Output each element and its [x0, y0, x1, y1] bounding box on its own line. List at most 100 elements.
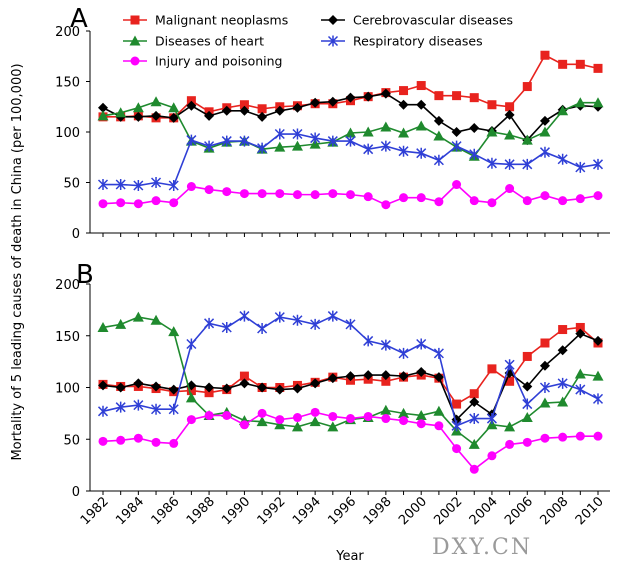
data-point — [346, 190, 355, 200]
panel-a-series-respiratory-diseases — [97, 128, 604, 192]
data-point — [415, 120, 427, 131]
data-point — [521, 412, 533, 423]
panel-a-y-tick-label: 200 — [55, 25, 80, 40]
panel-a-series — [97, 50, 604, 210]
data-point — [168, 112, 179, 123]
data-point — [469, 196, 479, 206]
legend-marker — [130, 56, 140, 66]
data-point — [309, 416, 321, 427]
legend-label: Malignant neoplasms — [155, 13, 288, 28]
data-point — [310, 378, 321, 389]
data-point — [328, 411, 338, 421]
data-point — [505, 102, 515, 112]
data-point — [433, 347, 444, 359]
data-point — [346, 414, 355, 424]
data-point — [380, 404, 392, 415]
data-point — [116, 198, 126, 208]
data-point — [504, 359, 515, 371]
data-point — [116, 435, 126, 445]
data-point — [133, 199, 143, 209]
data-point — [416, 81, 426, 91]
data-point — [539, 397, 551, 408]
data-point — [574, 368, 586, 379]
data-point — [540, 433, 550, 443]
data-point — [522, 381, 533, 392]
data-point — [274, 419, 286, 430]
panel-b-label: B — [76, 260, 94, 290]
data-point — [239, 310, 250, 322]
data-point — [204, 388, 214, 398]
data-point — [133, 378, 144, 389]
data-point — [504, 421, 516, 432]
legend: Malignant neoplasms Cerebrovascular disea… — [123, 13, 513, 69]
data-point — [487, 100, 497, 110]
data-point — [575, 384, 586, 396]
data-point — [221, 321, 232, 333]
data-point — [399, 193, 409, 203]
x-tick-label: 1984 — [113, 494, 147, 528]
data-point — [557, 377, 568, 389]
data-point — [151, 177, 162, 188]
data-point — [239, 105, 250, 116]
data-point — [452, 444, 462, 454]
data-point — [380, 140, 391, 152]
data-point — [310, 190, 320, 200]
data-point — [327, 310, 338, 322]
legend-item: Injury and poisoning — [123, 54, 282, 69]
data-point — [327, 135, 338, 147]
panel-b-y-tick-label: 100 — [55, 382, 80, 397]
legend-item: Cerebrovascular diseases — [321, 13, 513, 28]
data-point — [239, 371, 249, 381]
data-point — [452, 91, 462, 101]
data-point — [133, 180, 144, 192]
data-point — [381, 414, 391, 424]
data-point — [274, 128, 285, 140]
x-axis-title: Year — [335, 549, 364, 564]
data-point — [398, 347, 409, 359]
data-point — [434, 91, 444, 101]
data-point — [504, 109, 515, 120]
data-point — [151, 403, 162, 415]
data-point — [257, 323, 268, 335]
legend-item: Respiratory diseases — [321, 34, 483, 49]
data-point — [575, 328, 586, 339]
panel-a-y-tick-label: 150 — [55, 76, 80, 91]
data-point — [522, 398, 533, 410]
data-point — [362, 126, 374, 137]
data-point — [98, 102, 108, 113]
data-point — [557, 153, 568, 165]
data-point — [399, 86, 409, 96]
data-point — [204, 140, 215, 152]
data-point — [327, 421, 339, 432]
x-tick-label: 1990 — [219, 494, 253, 528]
data-point — [504, 158, 515, 170]
legend-marker — [328, 15, 338, 25]
x-tick-label: 1982 — [78, 494, 112, 528]
legend-marker — [130, 15, 140, 25]
x-tick-label: 2008 — [537, 494, 571, 528]
data-point — [416, 338, 427, 350]
data-point — [416, 366, 427, 377]
data-point — [381, 200, 391, 210]
x-tick-label: 2010 — [573, 494, 607, 528]
data-point — [292, 314, 303, 326]
data-point — [257, 142, 268, 154]
data-point — [592, 393, 604, 405]
x-tick-label: 1988 — [184, 494, 218, 528]
legend-marker — [327, 35, 339, 47]
data-point — [522, 82, 532, 92]
data-point — [204, 382, 215, 393]
x-tick-label: 1994 — [290, 494, 324, 528]
data-point — [292, 383, 303, 394]
data-point — [97, 179, 109, 191]
data-point — [451, 420, 462, 432]
data-point — [204, 317, 215, 329]
data-point — [115, 179, 126, 191]
data-point — [522, 351, 532, 361]
data-point — [345, 318, 356, 330]
data-point — [434, 197, 444, 207]
data-point — [257, 189, 267, 199]
data-point — [98, 436, 108, 446]
data-point — [540, 50, 550, 60]
